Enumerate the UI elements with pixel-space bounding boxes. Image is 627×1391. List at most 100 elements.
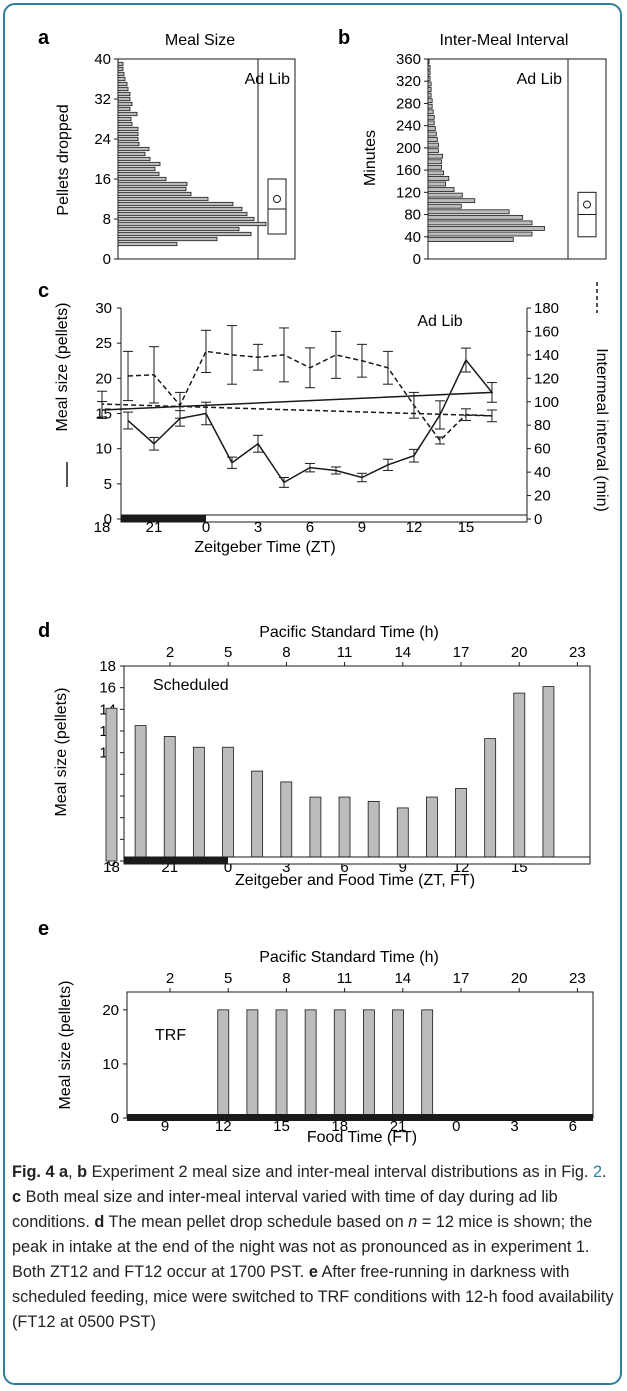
meal-size-bar	[251, 770, 264, 862]
y-tick-label: 10	[95, 441, 112, 458]
meal-size-bar	[421, 1009, 434, 1119]
x-tick-label: 12	[406, 519, 423, 536]
meal-size-bar	[363, 1009, 375, 1119]
y2-tick-label: 20	[534, 488, 551, 505]
caption-text: e	[308, 1263, 318, 1281]
histogram-bar	[427, 192, 463, 198]
meal-size-bar	[338, 796, 351, 862]
histogram-bar	[117, 111, 138, 117]
histogram-bar	[117, 171, 160, 177]
histogram-bar	[117, 206, 243, 212]
y-tick-label: 16	[99, 680, 116, 697]
y-tick-label: 280	[396, 95, 421, 112]
meal-size-bar	[367, 801, 380, 862]
histogram-bar	[427, 176, 450, 181]
histogram-bar	[427, 126, 436, 131]
histogram-bar	[117, 71, 125, 77]
histogram-bar	[117, 151, 146, 157]
meal-size-line	[101, 358, 494, 484]
x-tick-label: 15	[273, 1118, 290, 1135]
top-tick-label: 17	[453, 970, 470, 987]
panel-b-condition: Ad Lib	[517, 71, 562, 88]
top-tick-label: 14	[394, 644, 411, 661]
y2-tick-label: 140	[534, 347, 559, 364]
histogram-bar	[427, 153, 443, 159]
y-tick-label: 40	[404, 229, 421, 246]
top-tick-label: 5	[224, 970, 232, 987]
histogram-bar	[427, 137, 438, 142]
histogram-bar	[117, 216, 255, 222]
meal-size-bar	[222, 746, 234, 862]
histogram-bar	[117, 241, 178, 247]
y-tick-label: 15	[95, 406, 112, 423]
histogram-bar	[427, 170, 445, 176]
meal-size-bar	[542, 686, 555, 862]
panel-b-title: Inter-Meal Interval	[440, 32, 569, 49]
y2-tick-label: 80	[534, 417, 551, 434]
histogram-bar	[117, 176, 167, 182]
panel-d-top-axis-label: Pacific Standard Time (h)	[259, 624, 439, 641]
histogram-bar	[117, 131, 139, 137]
histogram-bar	[427, 231, 533, 237]
panel-d-y-label: Meal size (pellets)	[53, 688, 70, 817]
histogram-bar	[117, 66, 124, 72]
intermeal-interval-line	[101, 350, 492, 442]
histogram-bar	[427, 120, 435, 126]
histogram-bar	[427, 87, 432, 92]
histogram-bar	[117, 126, 139, 132]
top-tick-label: 5	[224, 644, 232, 661]
x-tick-label: 0	[452, 1118, 460, 1135]
top-tick-label: 11	[337, 970, 353, 987]
boxplot-box	[267, 178, 287, 235]
caption-text: Both meal size and inter-meal interval v…	[12, 1188, 558, 1231]
histogram-bar	[117, 146, 150, 152]
caption-figure-link[interactable]: 2	[592, 1163, 603, 1181]
panel-e-x-label: Food Time (FT)	[307, 1129, 417, 1146]
meal-size-bar	[192, 746, 205, 862]
figure-frame	[3, 3, 622, 1385]
histogram-bar	[427, 59, 430, 65]
x-tick-label: 18	[94, 519, 111, 536]
y2-tick-label: 60	[534, 441, 551, 458]
top-tick-label: 8	[282, 970, 290, 987]
y-tick-label: 18	[99, 658, 116, 675]
x-tick-label: 6	[569, 1118, 577, 1135]
dark-phase-segment	[124, 857, 228, 864]
meal-size-bar	[217, 1009, 230, 1119]
x-tick-label: 9	[161, 1118, 169, 1135]
figure-caption: Fig. 4 a, b Experiment 2 meal size and i…	[12, 1160, 616, 1335]
panel-c: c Ad Lib Meal size (pellets) Intermeal i…	[38, 280, 610, 556]
histogram-bar	[117, 141, 140, 147]
y-tick-label: 10	[102, 1056, 119, 1073]
panel-a: a Meal Size Ad Lib Pellets dropped 0 8 16 2…	[38, 27, 296, 268]
caption-text: ,	[68, 1163, 78, 1181]
y-tick-label: 0	[108, 853, 116, 870]
top-tick-label: 14	[394, 970, 411, 987]
histogram-bar	[117, 166, 156, 172]
histogram-bar	[427, 76, 431, 81]
y-tick-label: 80	[404, 207, 421, 224]
panel-a-condition: Ad Lib	[245, 71, 290, 88]
panel-b-plot-frame	[427, 58, 607, 260]
panel-e-condition: TRF	[155, 1027, 186, 1044]
y-tick-label: 30	[95, 300, 112, 317]
histogram-bar	[427, 226, 545, 231]
y2-tick-label: 0	[534, 511, 542, 528]
meal-size-bar	[396, 807, 409, 862]
caption-text: d	[94, 1213, 105, 1231]
y2-tick-label: 40	[534, 464, 551, 481]
histogram-bar	[427, 70, 431, 76]
top-tick-label: 11	[337, 644, 353, 661]
y-tick-label: 32	[94, 91, 111, 108]
y-tick-label: 5	[104, 476, 112, 493]
histogram-bar	[117, 156, 151, 162]
meal-size-bar	[333, 1009, 346, 1119]
histogram-bar	[427, 198, 476, 204]
meal-size-bar	[304, 1009, 317, 1119]
top-tick-label: 2	[166, 970, 174, 987]
panel-letter-c: c	[38, 280, 49, 302]
caption-text: a	[59, 1163, 69, 1181]
panel-d-x-label: Zeitgeber and Food Time (ZT, FT)	[235, 872, 475, 889]
histogram-bar	[117, 221, 267, 227]
